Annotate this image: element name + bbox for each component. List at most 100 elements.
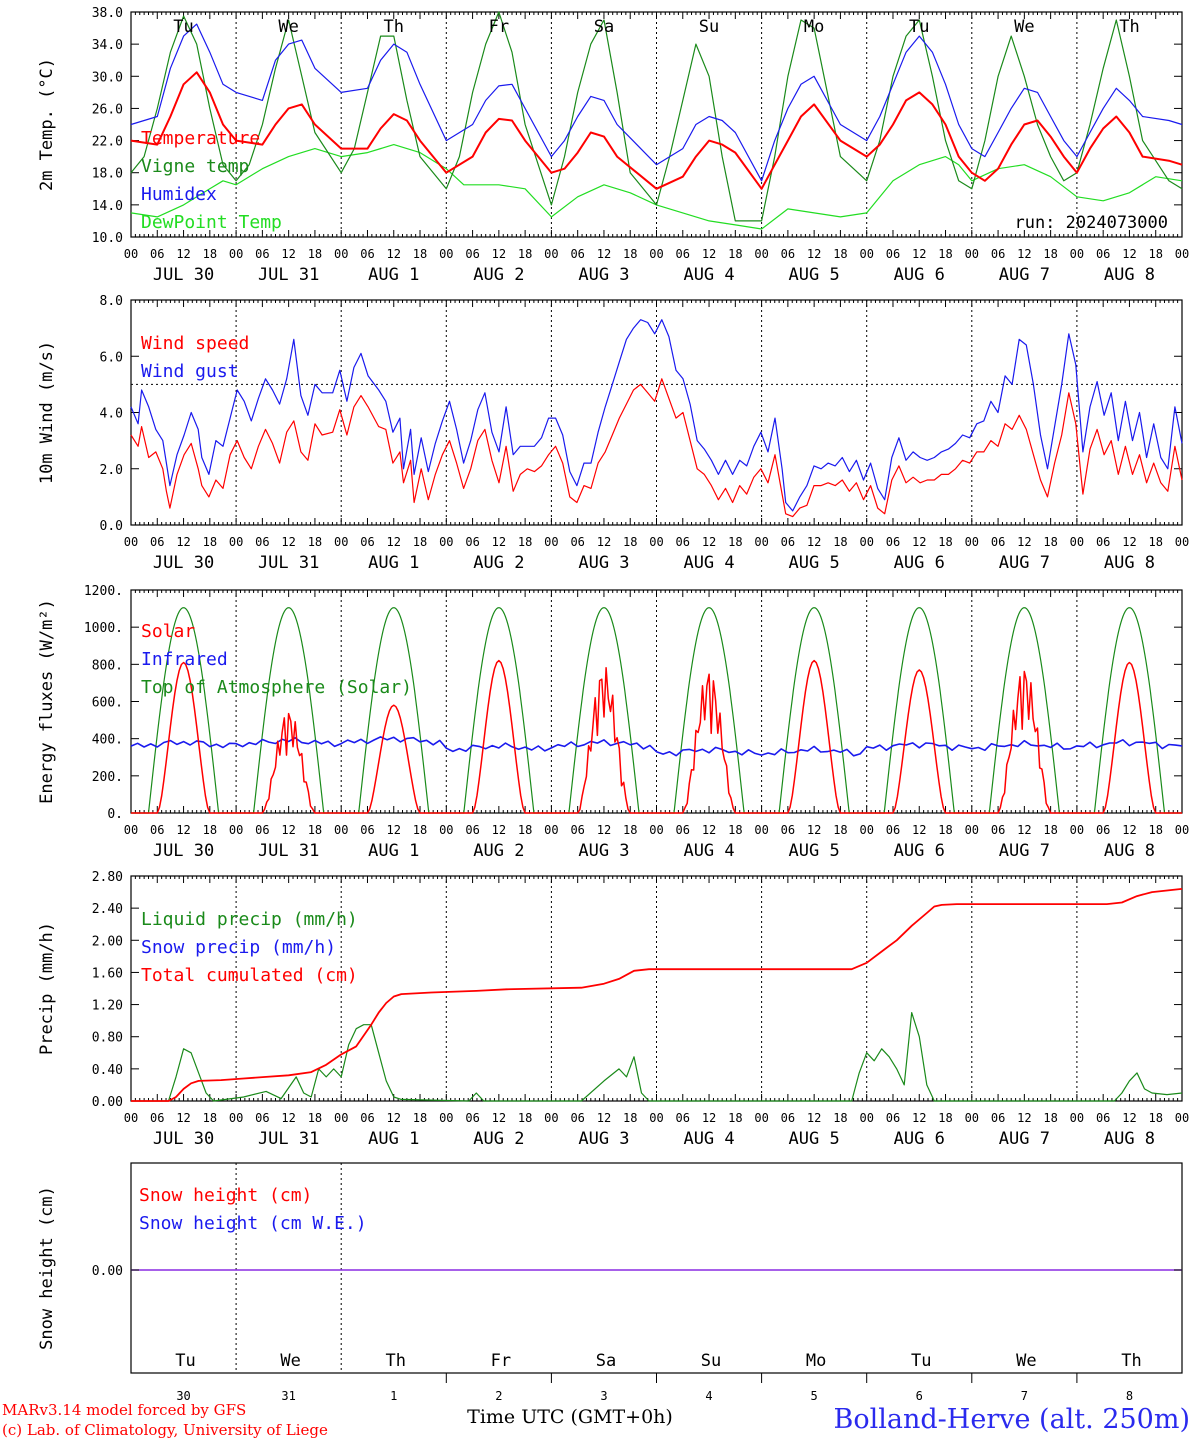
hour-label: 18 [623,247,637,261]
hour-label: 12 [807,535,821,549]
hour-label: 06 [781,823,795,837]
hour-label: 18 [308,535,322,549]
hour-label: 12 [176,247,190,261]
y-tick-label: 0. [107,807,123,822]
y-tick-label: 0.0 [100,519,123,534]
hour-label: 00 [965,535,979,549]
hour-label: 12 [1122,823,1136,837]
y-tick-label: 30.0 [92,70,123,85]
location-title: Bolland-Herve (alt. 250m) [834,1404,1190,1435]
y-tick-label: 0.00 [92,1095,123,1110]
hour-label: 06 [991,247,1005,261]
series-infrared-line [130,736,1183,757]
y-tick-label: 0.00 [92,1264,123,1279]
hour-label: 12 [387,823,401,837]
hour-label: 12 [492,247,506,261]
legend-entry: Top of Atmosphere (Solar) [141,677,412,698]
hour-label: 12 [912,1111,926,1125]
hour-label: 00 [1070,1111,1084,1125]
hour-label: 12 [912,247,926,261]
legend-entry: DewPoint Temp [141,212,282,233]
hour-label: 18 [1043,535,1057,549]
weekday-label: We [278,17,298,37]
run-label: run: 2024073000 [1014,213,1168,233]
y-tick-label: 18.0 [92,167,123,182]
hour-label: 18 [1043,1111,1057,1125]
hour-label: 12 [702,1111,716,1125]
hour-label: 00 [965,823,979,837]
y-tick-label: 600. [92,696,123,711]
model-credit: MARv3.14 model forced by GFS [2,1401,246,1419]
date-label: JUL 31 [258,553,319,573]
hour-label: 12 [176,535,190,549]
hour-label: 18 [623,1111,637,1125]
legend-entry: Snow height (cm W.E.) [139,1213,367,1234]
hour-label: 00 [649,535,663,549]
hour-label: 18 [1043,823,1057,837]
y-axis-label: 2m Temp. (°C) [37,58,57,191]
hour-label: 06 [360,1111,374,1125]
hour-label: 12 [176,823,190,837]
y-tick-label: 1.60 [92,966,123,981]
weekday-label: Tu [173,17,193,37]
hour-label: 00 [859,823,873,837]
hour-label: 18 [203,823,217,837]
legend-entry: Temperature [141,128,260,149]
hour-label: 06 [1096,247,1110,261]
hour-label: 00 [334,247,348,261]
hour-label: 18 [833,247,847,261]
y-tick-label: 400. [92,733,123,748]
hour-label: 00 [544,1111,558,1125]
date-label: AUG 2 [473,553,524,573]
hour-label: 06 [255,823,269,837]
hour-label: 00 [965,247,979,261]
hour-label: 12 [492,1111,506,1125]
hour-label: 18 [203,1111,217,1125]
hour-label: 12 [702,247,716,261]
hour-label: 06 [255,1111,269,1125]
series-solar-line [131,659,1182,814]
hour-label: 00 [229,823,243,837]
hour-label: 18 [413,535,427,549]
hour-label: 06 [255,535,269,549]
hour-label: 12 [912,823,926,837]
date-label: JUL 31 [258,265,319,285]
y-tick-label: 14.0 [92,199,123,214]
hour-label: 18 [1043,247,1057,261]
series-vigne-templine [130,11,1183,222]
y-tick-label: 1200. [84,584,123,599]
date-label: AUG 8 [1104,553,1155,573]
time-axis-label: Time UTC (GMT+0h) [467,1406,673,1428]
hour-label: 00 [1175,247,1189,261]
series-line [131,888,1183,1102]
y-tick-label: 1.20 [92,999,123,1014]
legend-entry: Humidex [141,184,217,205]
date-label: JUL 30 [153,1129,214,1149]
y-tick-label: 0.80 [92,1031,123,1046]
weekday-label: Th [1119,17,1139,37]
date-label: AUG 3 [578,265,629,285]
hour-label: 06 [1096,823,1110,837]
date-label: AUG 8 [1104,841,1155,861]
y-axis-label: Snow height (cm) [37,1186,57,1350]
legend-entry: Infrared [141,649,228,670]
hour-label: 12 [387,535,401,549]
date-label: AUG 7 [999,841,1050,861]
hour-label: 18 [413,823,427,837]
hour-label: 06 [676,247,690,261]
hour-label: 18 [518,1111,532,1125]
weekday-label: Th [384,17,404,37]
hour-label: 00 [754,1111,768,1125]
hour-label: 18 [938,1111,952,1125]
hour-label: 00 [1175,535,1189,549]
date-label: AUG 3 [578,1129,629,1149]
hour-label: 00 [754,823,768,837]
hour-label: 18 [1148,823,1162,837]
hour-label: 18 [413,247,427,261]
hour-label: 06 [465,823,479,837]
weekday-label: Th [386,1351,406,1371]
weekday-label: Tu [175,1351,195,1371]
panel-4: 0.00 0.40 0.80 1.20 1.60 2.00 2.40 2.80 Precip (… [37,870,1189,1149]
date-label: AUG 3 [578,841,629,861]
hour-label: 18 [728,1111,742,1125]
